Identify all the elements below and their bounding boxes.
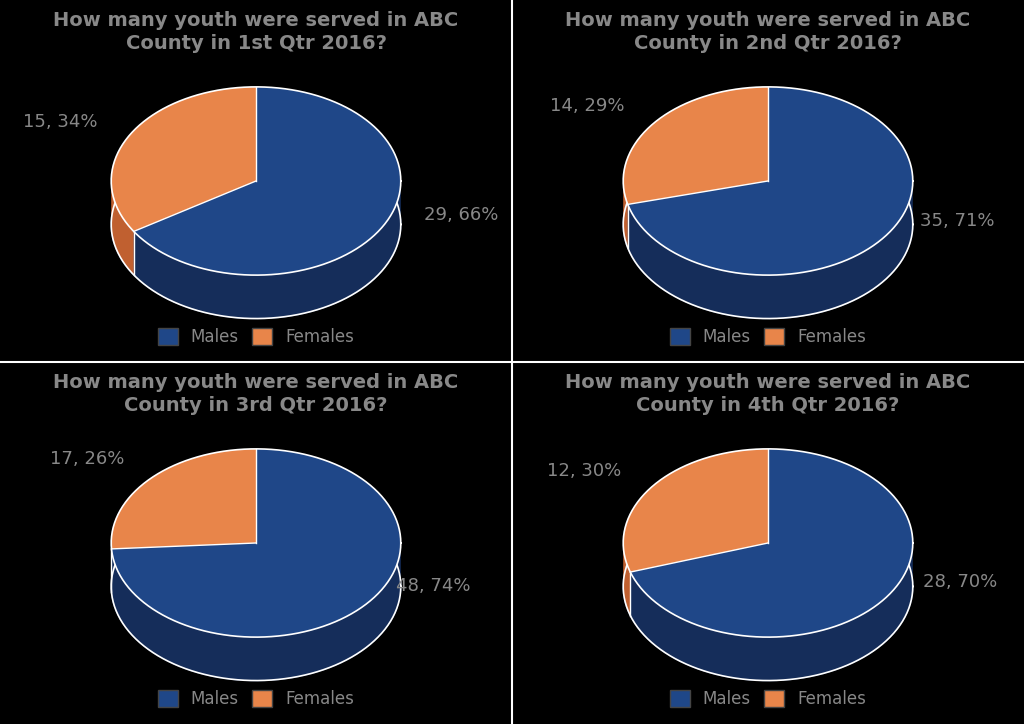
Text: How many youth were served in ABC
County in 4th Qtr 2016?: How many youth were served in ABC County… [565, 373, 971, 416]
Polygon shape [624, 181, 628, 248]
Polygon shape [631, 449, 912, 637]
Legend: Males, Females: Males, Females [158, 690, 354, 708]
Polygon shape [134, 87, 400, 275]
Polygon shape [112, 87, 256, 232]
Text: 14, 29%: 14, 29% [551, 96, 625, 114]
Legend: Males, Females: Males, Females [670, 690, 866, 708]
Text: 35, 71%: 35, 71% [920, 211, 994, 230]
Text: 28, 70%: 28, 70% [924, 573, 997, 591]
Text: How many youth were served in ABC
County in 1st Qtr 2016?: How many youth were served in ABC County… [53, 11, 459, 54]
Polygon shape [112, 449, 256, 549]
Polygon shape [628, 87, 912, 275]
Text: How many youth were served in ABC
County in 3rd Qtr 2016?: How many youth were served in ABC County… [53, 373, 459, 416]
Polygon shape [112, 492, 400, 681]
Text: 15, 34%: 15, 34% [23, 113, 97, 131]
Polygon shape [628, 181, 912, 319]
Polygon shape [624, 543, 631, 615]
Polygon shape [112, 181, 134, 275]
Polygon shape [112, 449, 400, 637]
Text: 48, 74%: 48, 74% [396, 577, 470, 595]
Polygon shape [624, 492, 912, 681]
Polygon shape [112, 544, 400, 681]
Polygon shape [112, 130, 400, 319]
Polygon shape [631, 543, 912, 681]
Polygon shape [624, 449, 768, 572]
Text: 17, 26%: 17, 26% [50, 450, 124, 468]
Legend: Males, Females: Males, Females [670, 328, 866, 346]
Text: How many youth were served in ABC
County in 2nd Qtr 2016?: How many youth were served in ABC County… [565, 11, 971, 54]
Polygon shape [134, 181, 400, 319]
Polygon shape [624, 87, 768, 204]
Polygon shape [624, 130, 912, 319]
Text: 29, 66%: 29, 66% [424, 206, 499, 224]
Legend: Males, Females: Males, Females [158, 328, 354, 346]
Text: 12, 30%: 12, 30% [547, 462, 622, 480]
